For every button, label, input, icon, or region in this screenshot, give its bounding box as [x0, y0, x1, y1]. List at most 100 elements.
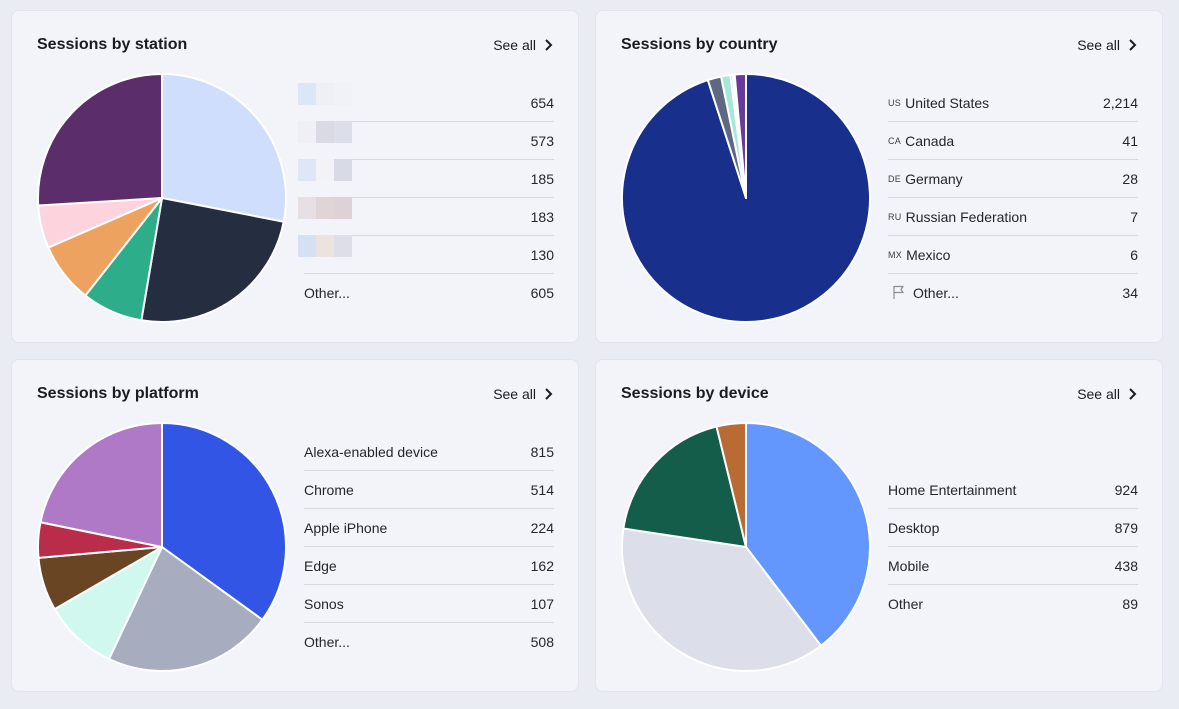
legend-row[interactable]: US United States 2,214 — [888, 84, 1138, 122]
legend-list: Alexa-enabled device 815 Chrome 514 Apple … — [304, 433, 554, 660]
legend-row[interactable]: Chrome 514 — [304, 471, 554, 509]
logo-block — [316, 83, 334, 105]
logo-block — [334, 121, 352, 143]
chevron-right-icon — [545, 388, 553, 400]
logo-block — [298, 159, 316, 181]
flag-icon — [893, 285, 905, 299]
legend-row[interactable]: Alexa-enabled device 815 — [304, 433, 554, 471]
legend-row[interactable]: Edge 162 — [304, 547, 554, 585]
logo-block — [298, 235, 316, 257]
legend-label: Edge — [304, 557, 337, 574]
legend-row[interactable]: Apple iPhone 224 — [304, 509, 554, 547]
card-title: Sessions by country — [621, 36, 778, 53]
pie-slice-desktop[interactable] — [621, 527, 823, 672]
legend-value: 508 — [530, 633, 554, 650]
legend-label: Alexa-enabled device — [304, 443, 438, 460]
legend-row[interactable]: Mobile 438 — [888, 547, 1138, 585]
chevron-right-icon — [1129, 39, 1137, 51]
legend-row[interactable]: Other... 605 — [304, 274, 554, 311]
legend-row[interactable]: 185 — [298, 159, 554, 198]
station-logo — [298, 197, 352, 219]
legend-row[interactable]: DE Germany 28 — [888, 160, 1138, 198]
legend-label: Home Entertainment — [888, 481, 1017, 498]
see-all-link[interactable]: See all — [1077, 37, 1138, 53]
legend-row[interactable]: Other... 34 — [888, 274, 1138, 311]
legend-value: 438 — [1114, 557, 1138, 574]
legend-row[interactable]: Sonos 107 — [304, 585, 554, 623]
station-logo — [298, 121, 352, 143]
legend-row[interactable]: Other 89 — [888, 585, 1138, 622]
pie-slice-chrome[interactable] — [107, 546, 264, 672]
pie-slice-station-2[interactable] — [140, 197, 285, 323]
logo-block — [334, 235, 352, 257]
country-code: US — [888, 97, 902, 108]
legend-label: Chrome — [304, 481, 354, 498]
legend-label: MX Mexico — [888, 246, 951, 263]
legend-row[interactable]: Desktop 879 — [888, 509, 1138, 547]
logo-block — [316, 235, 334, 257]
legend-label: Mobile — [888, 557, 930, 574]
pie-slice-alexa-enabled-device[interactable] — [161, 422, 287, 621]
legend-label: Other — [888, 595, 924, 612]
pie-chart — [621, 422, 871, 672]
pie-slice-other[interactable] — [733, 73, 747, 199]
legend-value: 7 — [1130, 208, 1138, 225]
legend-value: 815 — [530, 443, 554, 460]
legend-list: 654 573 185 183 130 Other... 605 — [298, 83, 554, 311]
legend-row[interactable]: RU Russian Federation 7 — [888, 198, 1138, 236]
legend-row[interactable]: 130 — [298, 235, 554, 274]
legend-row[interactable]: 654 — [298, 83, 554, 122]
see-all-label: See all — [493, 37, 536, 53]
station-logo — [298, 83, 352, 105]
logo-block — [298, 197, 316, 219]
legend-row[interactable]: CA Canada 41 — [888, 122, 1138, 160]
legend-value: 573 — [530, 132, 554, 149]
see-all-link[interactable]: See all — [493, 386, 554, 402]
legend-value: 605 — [530, 284, 554, 301]
legend-value: 89 — [1122, 595, 1138, 612]
see-all-label: See all — [1077, 37, 1120, 53]
legend-value: 34 — [1122, 284, 1138, 301]
pie-slice-home-entertainment[interactable] — [745, 422, 871, 647]
see-all-label: See all — [1077, 386, 1120, 402]
legend-row[interactable]: Home Entertainment 924 — [888, 471, 1138, 509]
legend-list: Home Entertainment 924 Desktop 879 Mobile 4… — [888, 471, 1138, 622]
pie-slice-mobile[interactable] — [622, 425, 747, 548]
country-code: MX — [888, 249, 903, 260]
legend-label: Other... — [304, 633, 350, 650]
legend-value: 2,214 — [1102, 94, 1138, 111]
pie-chart — [37, 422, 287, 672]
legend-row[interactable]: 573 — [298, 121, 554, 160]
logo-block — [334, 83, 352, 105]
legend-value: 162 — [530, 557, 554, 574]
card-title: Sessions by device — [621, 385, 769, 402]
pie-slice-other[interactable] — [37, 73, 163, 207]
pie-slice-other[interactable] — [715, 422, 747, 548]
see-all-link[interactable]: See all — [1077, 386, 1138, 402]
station-logo — [298, 159, 352, 181]
legend-label: Other... — [304, 284, 350, 301]
legend-row[interactable]: MX Mexico 6 — [888, 236, 1138, 274]
chevron-right-icon — [1129, 388, 1137, 400]
legend-value: 107 — [530, 595, 554, 612]
pie-slice-apple-iphone[interactable] — [53, 546, 163, 661]
logo-block — [334, 197, 352, 219]
logo-block — [316, 159, 334, 181]
legend-row[interactable]: 183 — [298, 197, 554, 236]
legend-label: Apple iPhone — [304, 519, 388, 536]
card-title: Sessions by platform — [37, 385, 199, 402]
logo-block — [316, 121, 334, 143]
legend-value: 224 — [530, 519, 554, 536]
legend-value: 183 — [530, 208, 554, 225]
country-code: DE — [888, 173, 902, 184]
see-all-link[interactable]: See all — [493, 37, 554, 53]
chevron-right-icon — [545, 39, 553, 51]
card-sessions-by-station: Sessions by station See all 654 573 185 … — [11, 10, 579, 343]
logo-block — [298, 83, 316, 105]
pie-slice-other[interactable] — [39, 422, 163, 548]
legend-value: 514 — [530, 481, 554, 498]
pie-slice-station-1[interactable] — [161, 73, 287, 223]
country-code: CA — [888, 135, 902, 146]
card-title: Sessions by station — [37, 36, 188, 53]
legend-row[interactable]: Other... 508 — [304, 623, 554, 660]
